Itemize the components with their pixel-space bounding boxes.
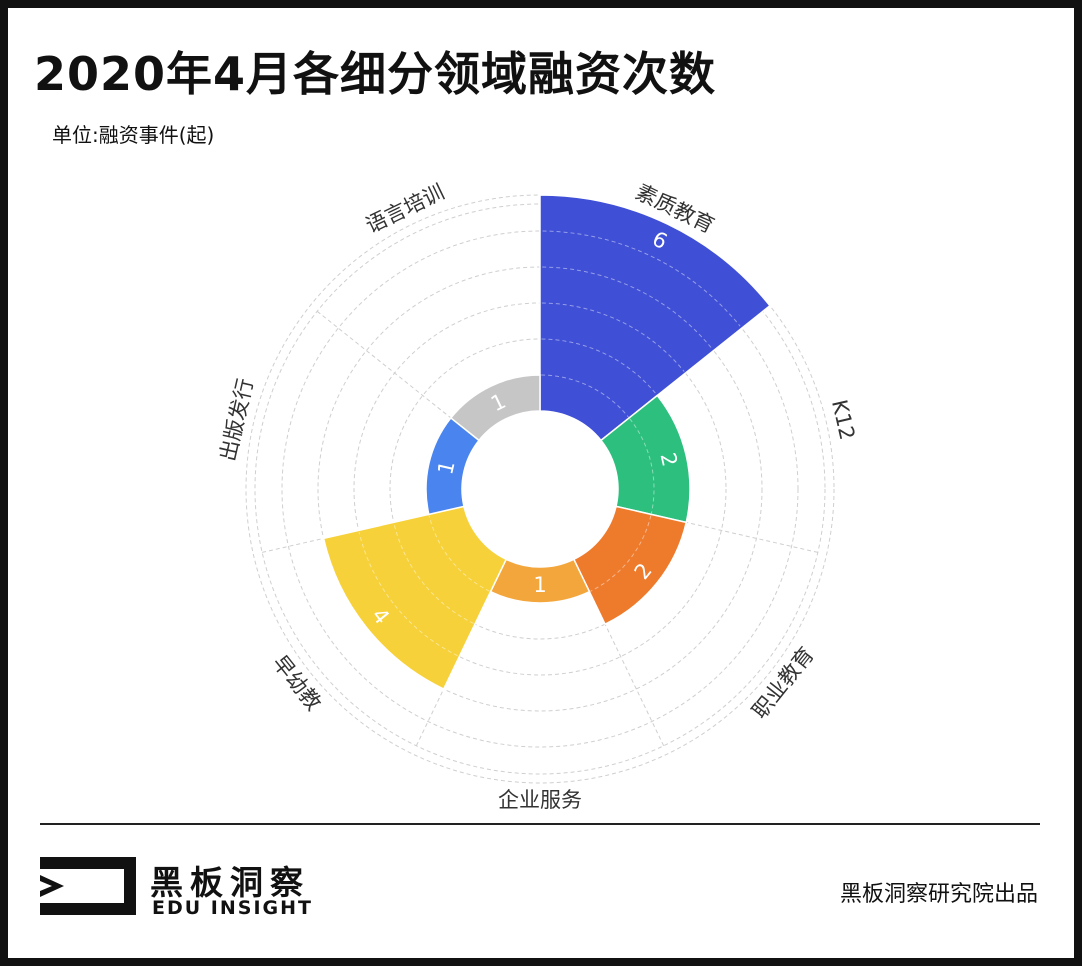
sector-grid-arc xyxy=(393,523,474,624)
unit-label: 单位:融资事件(起) xyxy=(52,123,215,147)
grid-circle xyxy=(254,203,826,775)
sector-3 xyxy=(572,505,688,626)
grid-circle xyxy=(281,230,799,748)
eye-logo-icon xyxy=(40,855,138,921)
credit-text: 黑板洞察研究院出品 xyxy=(839,882,1038,907)
sector-grid-arc xyxy=(541,374,629,418)
value-label-6: 1 xyxy=(433,458,459,476)
logo-chinese-name: 黑板洞察 xyxy=(150,863,310,902)
value-label-4: 1 xyxy=(533,573,546,597)
category-label-4: 企业服务 xyxy=(498,788,582,812)
sector-grid-arc xyxy=(542,230,741,327)
category-label-7: 语言培训 xyxy=(362,180,448,238)
sector-grid-arc xyxy=(358,532,458,657)
sector-grid-arc xyxy=(541,338,657,395)
sector-grid-arc xyxy=(629,418,655,514)
sector-1 xyxy=(539,194,771,442)
sector-5 xyxy=(322,505,508,691)
category-label-5: 早幼教 xyxy=(268,651,326,715)
category-label-6: 出版发行 xyxy=(216,376,258,463)
footer-divider xyxy=(40,823,1040,825)
sector-grid-arc xyxy=(541,302,685,372)
chart-title: 2020年4月各细分领域融资次数 xyxy=(34,47,717,101)
value-label-2: 2 xyxy=(656,450,682,468)
sector-2 xyxy=(599,394,691,524)
sector-7 xyxy=(449,374,541,442)
logo-english-name: EDU INSIGHT xyxy=(152,897,313,919)
category-label-2: K12 xyxy=(827,397,859,442)
grid-circle xyxy=(461,410,619,568)
sector-grid-overlay xyxy=(358,230,741,657)
sectors xyxy=(322,194,771,691)
sector-grid-arc xyxy=(542,266,713,350)
sector-grid-arc xyxy=(590,515,652,592)
grid-circle xyxy=(245,194,835,784)
sector-grid-arc xyxy=(428,515,490,592)
